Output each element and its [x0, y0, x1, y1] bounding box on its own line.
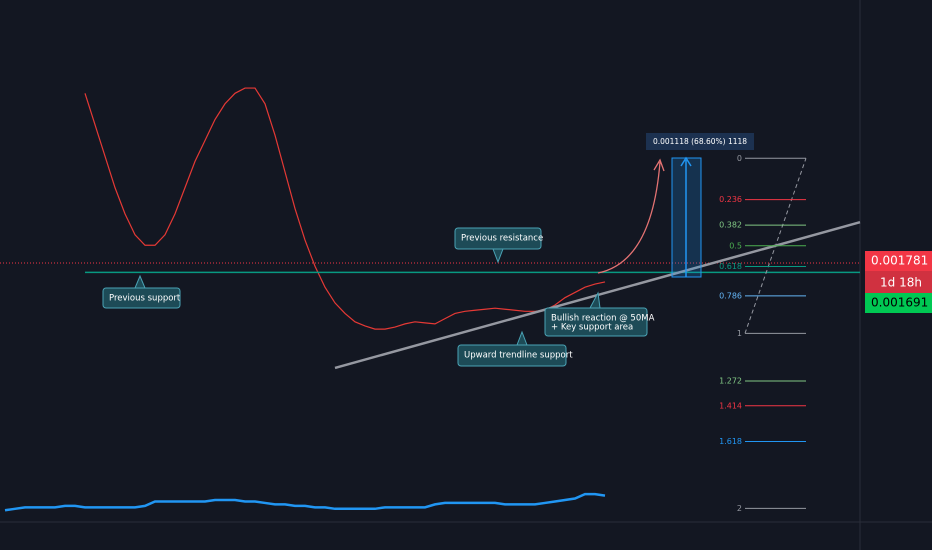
measure-label: 0.001118 (68.60%) 1118	[653, 137, 747, 146]
callout-pointer	[492, 248, 504, 264]
countdown-box	[865, 271, 932, 293]
last-price-box	[865, 251, 932, 271]
support-box-fill	[865, 293, 932, 313]
callout-box	[457, 344, 567, 367]
axes: 0.001781 1d 18h 0.001691	[865, 251, 932, 313]
fib-label: 1.272	[719, 376, 742, 385]
ma-line	[84, 87, 606, 330]
fib-label: 0.5	[729, 241, 742, 250]
callout-text: Bullish reaction @ 50MA	[551, 314, 655, 324]
fib-label: 1	[737, 329, 742, 338]
volume	[4, 492, 606, 512]
measure-box	[646, 133, 754, 150]
fib-label: 0.618	[719, 262, 742, 271]
fib-label: 1.414	[719, 401, 742, 410]
callout-text: + Key support area	[551, 323, 633, 333]
fib-label: 2	[737, 504, 742, 513]
fib-label: 0.236	[719, 195, 742, 204]
fib-label: 0	[737, 154, 742, 163]
fib-label: 1.618	[719, 437, 742, 446]
drawings: 0 0.236 0.382 0.5 0.618 0.786 1 1.272 1.414 1.618…	[0, 133, 861, 513]
projection-arrowhead	[653, 158, 665, 172]
callout-text: Previous support	[109, 294, 181, 304]
callout-pointer	[134, 274, 146, 289]
fib-label: 0.382	[719, 221, 742, 230]
candles	[84, 87, 606, 330]
support-label: 0.001691	[871, 296, 928, 310]
volume-ma-line	[4, 492, 606, 512]
fib-label: 0.786	[719, 291, 742, 300]
callout-box	[102, 287, 181, 309]
callout-pointer	[516, 330, 528, 346]
callout-text: Upward trendline support	[464, 351, 573, 361]
measure-arrowhead	[680, 156, 692, 167]
countdown-label: 1d 18h	[880, 276, 922, 290]
projection-arrow	[597, 161, 661, 274]
callout-box	[454, 227, 542, 250]
callout-pointer	[589, 291, 601, 309]
callout-text: Previous resistance	[461, 234, 543, 244]
callout-box	[544, 307, 648, 337]
last-price-label: 0.001781	[871, 254, 928, 268]
